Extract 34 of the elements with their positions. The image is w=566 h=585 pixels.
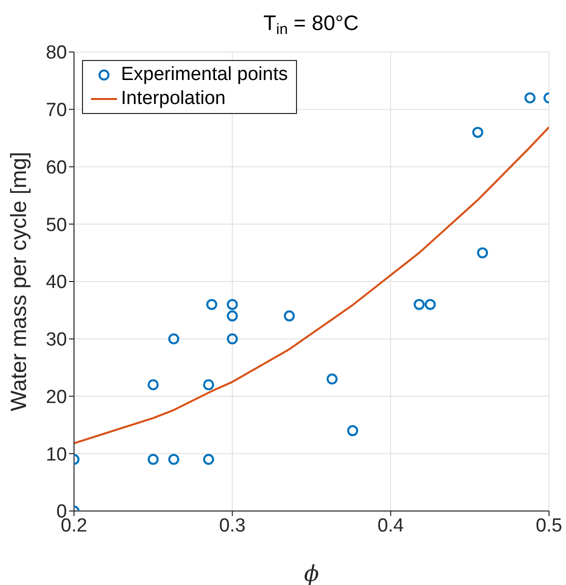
y-tick-label: 80 [46,42,67,64]
x-tick-label: 0.5 [536,515,562,536]
point [206,298,218,310]
point [168,454,180,465]
y-tick-label: 40 [46,272,67,294]
x-tick-label: 0.3 [219,515,246,536]
x-tick-label: 0.4 [377,515,404,536]
point [284,310,295,322]
legend-label: Interpolation [121,87,226,111]
y-tick-label: 70 [46,100,67,122]
point [168,333,180,344]
point [148,454,159,465]
point [477,247,488,258]
chart-title: T$_{in}$ = 80°C [263,12,359,38]
point [524,92,536,104]
point [424,298,436,310]
point [347,425,358,436]
y-tick-label: 30 [46,330,67,351]
point [203,454,214,465]
y-tick-label: 10 [46,444,67,466]
y-tick-label: 50 [46,214,67,236]
y-axis-title: Water mass per cycle [mg] [6,152,31,412]
point [148,379,159,390]
legend-label: Experimental points [121,63,288,87]
point [203,379,214,390]
point [472,126,484,138]
point [326,374,338,385]
point [226,298,238,310]
point [226,333,238,344]
y-tick-label: 60 [46,157,67,178]
point [226,310,238,322]
point [414,298,425,310]
y-tick-label: 20 [46,386,67,408]
line-series [74,126,549,444]
